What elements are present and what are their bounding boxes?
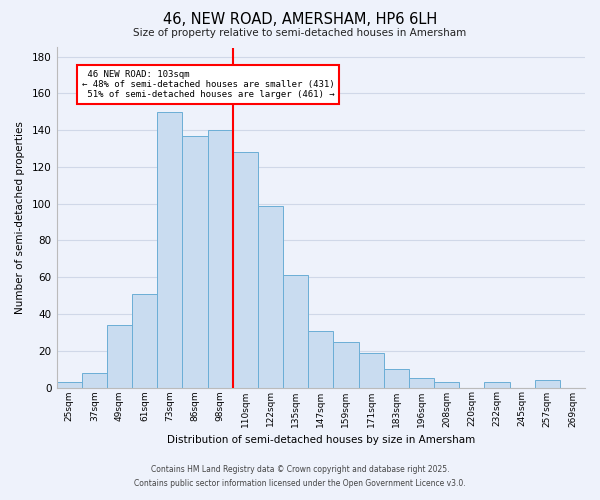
- Bar: [132, 294, 157, 388]
- Bar: [484, 382, 509, 388]
- Y-axis label: Number of semi-detached properties: Number of semi-detached properties: [15, 121, 25, 314]
- Bar: [334, 342, 359, 388]
- Bar: [535, 380, 560, 388]
- Bar: [82, 373, 107, 388]
- Bar: [182, 136, 208, 388]
- Text: 46 NEW ROAD: 103sqm
← 48% of semi-detached houses are smaller (431)
 51% of semi: 46 NEW ROAD: 103sqm ← 48% of semi-detach…: [82, 70, 334, 100]
- Bar: [283, 276, 308, 388]
- Bar: [233, 152, 258, 388]
- Text: 46, NEW ROAD, AMERSHAM, HP6 6LH: 46, NEW ROAD, AMERSHAM, HP6 6LH: [163, 12, 437, 28]
- Bar: [409, 378, 434, 388]
- Bar: [157, 112, 182, 388]
- Bar: [107, 325, 132, 388]
- Bar: [359, 352, 383, 388]
- Bar: [208, 130, 233, 388]
- Text: Size of property relative to semi-detached houses in Amersham: Size of property relative to semi-detach…: [133, 28, 467, 38]
- Bar: [434, 382, 459, 388]
- Text: Contains HM Land Registry data © Crown copyright and database right 2025.
Contai: Contains HM Land Registry data © Crown c…: [134, 466, 466, 487]
- Bar: [383, 369, 409, 388]
- Bar: [56, 382, 82, 388]
- Bar: [258, 206, 283, 388]
- X-axis label: Distribution of semi-detached houses by size in Amersham: Distribution of semi-detached houses by …: [167, 435, 475, 445]
- Bar: [308, 330, 334, 388]
